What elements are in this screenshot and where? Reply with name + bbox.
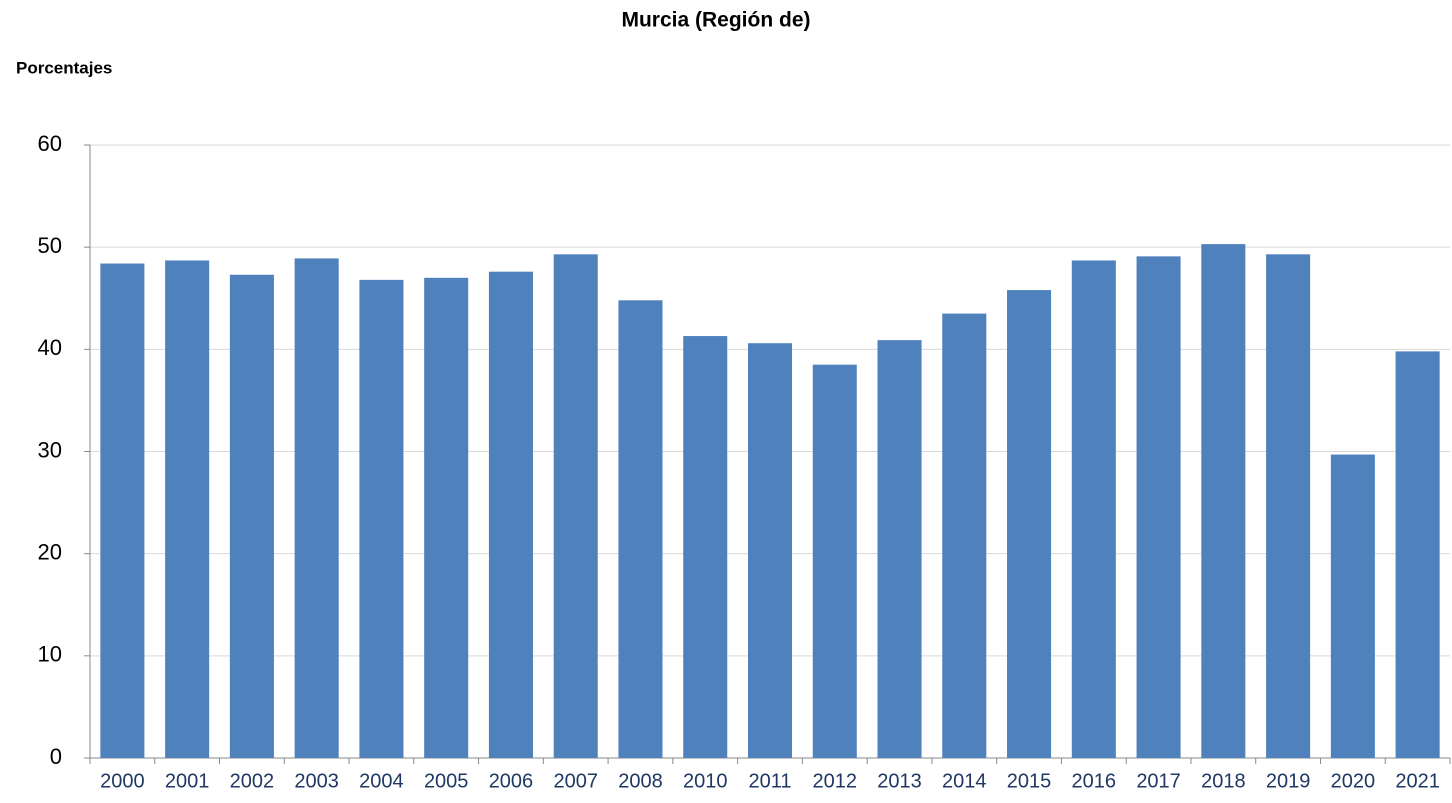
bar	[424, 277, 469, 758]
x-tick-label: 2019	[1266, 770, 1311, 792]
x-tick-label: 2011	[748, 770, 791, 792]
bar	[1395, 351, 1440, 758]
chart-title: Murcia (Región de)	[621, 9, 810, 32]
x-tick-label: 2013	[877, 770, 922, 792]
x-tick-label: 2015	[1007, 770, 1052, 792]
x-tick-label: 2000	[100, 770, 145, 792]
x-tick-label: 2010	[683, 770, 728, 792]
bar	[359, 279, 404, 758]
x-tick-label: 2016	[1072, 770, 1117, 792]
bar	[1007, 290, 1052, 758]
x-tick-label: 2001	[165, 770, 210, 792]
x-tick-label: 2007	[553, 770, 598, 792]
bar	[1071, 260, 1116, 758]
x-tick-label: 2014	[942, 770, 987, 792]
bar	[747, 343, 793, 758]
y-tick-label: 40	[38, 335, 62, 360]
x-tick-label: 2002	[230, 770, 275, 792]
x-tick-label: 2004	[359, 770, 404, 792]
y-tick-label: 0	[50, 744, 62, 769]
x-tick-label: 2021	[1395, 770, 1440, 792]
bar	[877, 340, 922, 758]
bar	[942, 313, 987, 758]
x-tick-label: 2020	[1331, 770, 1376, 792]
bar	[100, 263, 145, 758]
x-tick-label: 2005	[424, 770, 469, 792]
bar	[1201, 244, 1246, 758]
y-tick-label: 10	[38, 642, 62, 667]
bar	[553, 254, 598, 758]
y-tick-label: 20	[38, 539, 62, 564]
x-tick-label: 2003	[294, 770, 339, 792]
x-tick-label: 2006	[489, 770, 534, 792]
y-tick-label: 30	[38, 437, 62, 462]
x-tick-label: 2012	[813, 770, 858, 792]
bar	[488, 271, 533, 758]
bar	[1136, 256, 1181, 758]
y-tick-label: 50	[38, 233, 62, 258]
bar	[229, 274, 274, 758]
x-tick-label: 2018	[1201, 770, 1246, 792]
bar	[1266, 254, 1311, 758]
bar	[812, 364, 857, 758]
bar	[165, 260, 210, 758]
y-tick-label: 60	[38, 131, 62, 156]
y-axis-label: Porcentajes	[16, 58, 112, 77]
x-tick-label: 2008	[618, 770, 663, 792]
bar	[683, 336, 728, 758]
x-tick-label: 2017	[1136, 770, 1181, 792]
bar	[618, 300, 663, 758]
bar	[1330, 454, 1375, 758]
bar	[294, 258, 339, 758]
